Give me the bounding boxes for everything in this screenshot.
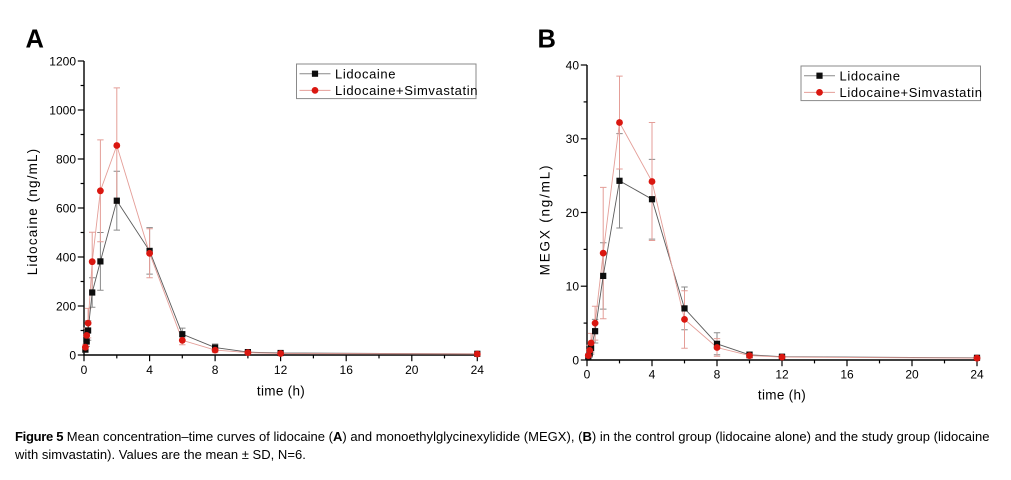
svg-text:400: 400 xyxy=(56,250,76,264)
svg-text:Lidocaine+Simvastatin: Lidocaine+Simvastatin xyxy=(335,83,478,98)
svg-text:0: 0 xyxy=(572,353,579,367)
svg-text:20: 20 xyxy=(905,368,919,382)
svg-text:0: 0 xyxy=(69,348,76,362)
svg-text:time (h): time (h) xyxy=(758,388,806,403)
svg-text:16: 16 xyxy=(840,368,854,382)
svg-text:40: 40 xyxy=(566,58,580,72)
svg-text:A: A xyxy=(26,26,44,54)
svg-text:MEGX (ng/mL): MEGX (ng/mL) xyxy=(538,164,553,276)
svg-text:Lidocaine: Lidocaine xyxy=(840,68,901,83)
svg-text:800: 800 xyxy=(56,152,76,166)
svg-text:4: 4 xyxy=(649,368,656,382)
svg-text:Lidocaine: Lidocaine xyxy=(335,66,396,81)
svg-text:Lidocaine+Simvastatin: Lidocaine+Simvastatin xyxy=(840,85,983,100)
svg-text:200: 200 xyxy=(56,299,76,313)
svg-text:time (h): time (h) xyxy=(257,383,305,398)
svg-text:20: 20 xyxy=(405,363,419,377)
svg-text:B: B xyxy=(538,26,556,54)
svg-text:4: 4 xyxy=(146,363,153,377)
svg-text:24: 24 xyxy=(471,363,485,377)
svg-text:16: 16 xyxy=(340,363,354,377)
svg-text:30: 30 xyxy=(566,132,580,146)
svg-text:1000: 1000 xyxy=(49,103,76,117)
svg-text:1200: 1200 xyxy=(49,54,76,68)
svg-text:20: 20 xyxy=(566,206,580,220)
svg-text:24: 24 xyxy=(970,368,984,382)
svg-text:12: 12 xyxy=(274,363,288,377)
svg-text:600: 600 xyxy=(56,201,76,215)
svg-text:12: 12 xyxy=(775,368,789,382)
svg-text:10: 10 xyxy=(566,280,580,294)
svg-text:0: 0 xyxy=(81,363,88,377)
svg-text:Lidocaine (ng/mL): Lidocaine (ng/mL) xyxy=(25,148,40,276)
svg-text:8: 8 xyxy=(714,368,721,382)
svg-text:0: 0 xyxy=(584,368,591,382)
svg-text:8: 8 xyxy=(212,363,219,377)
